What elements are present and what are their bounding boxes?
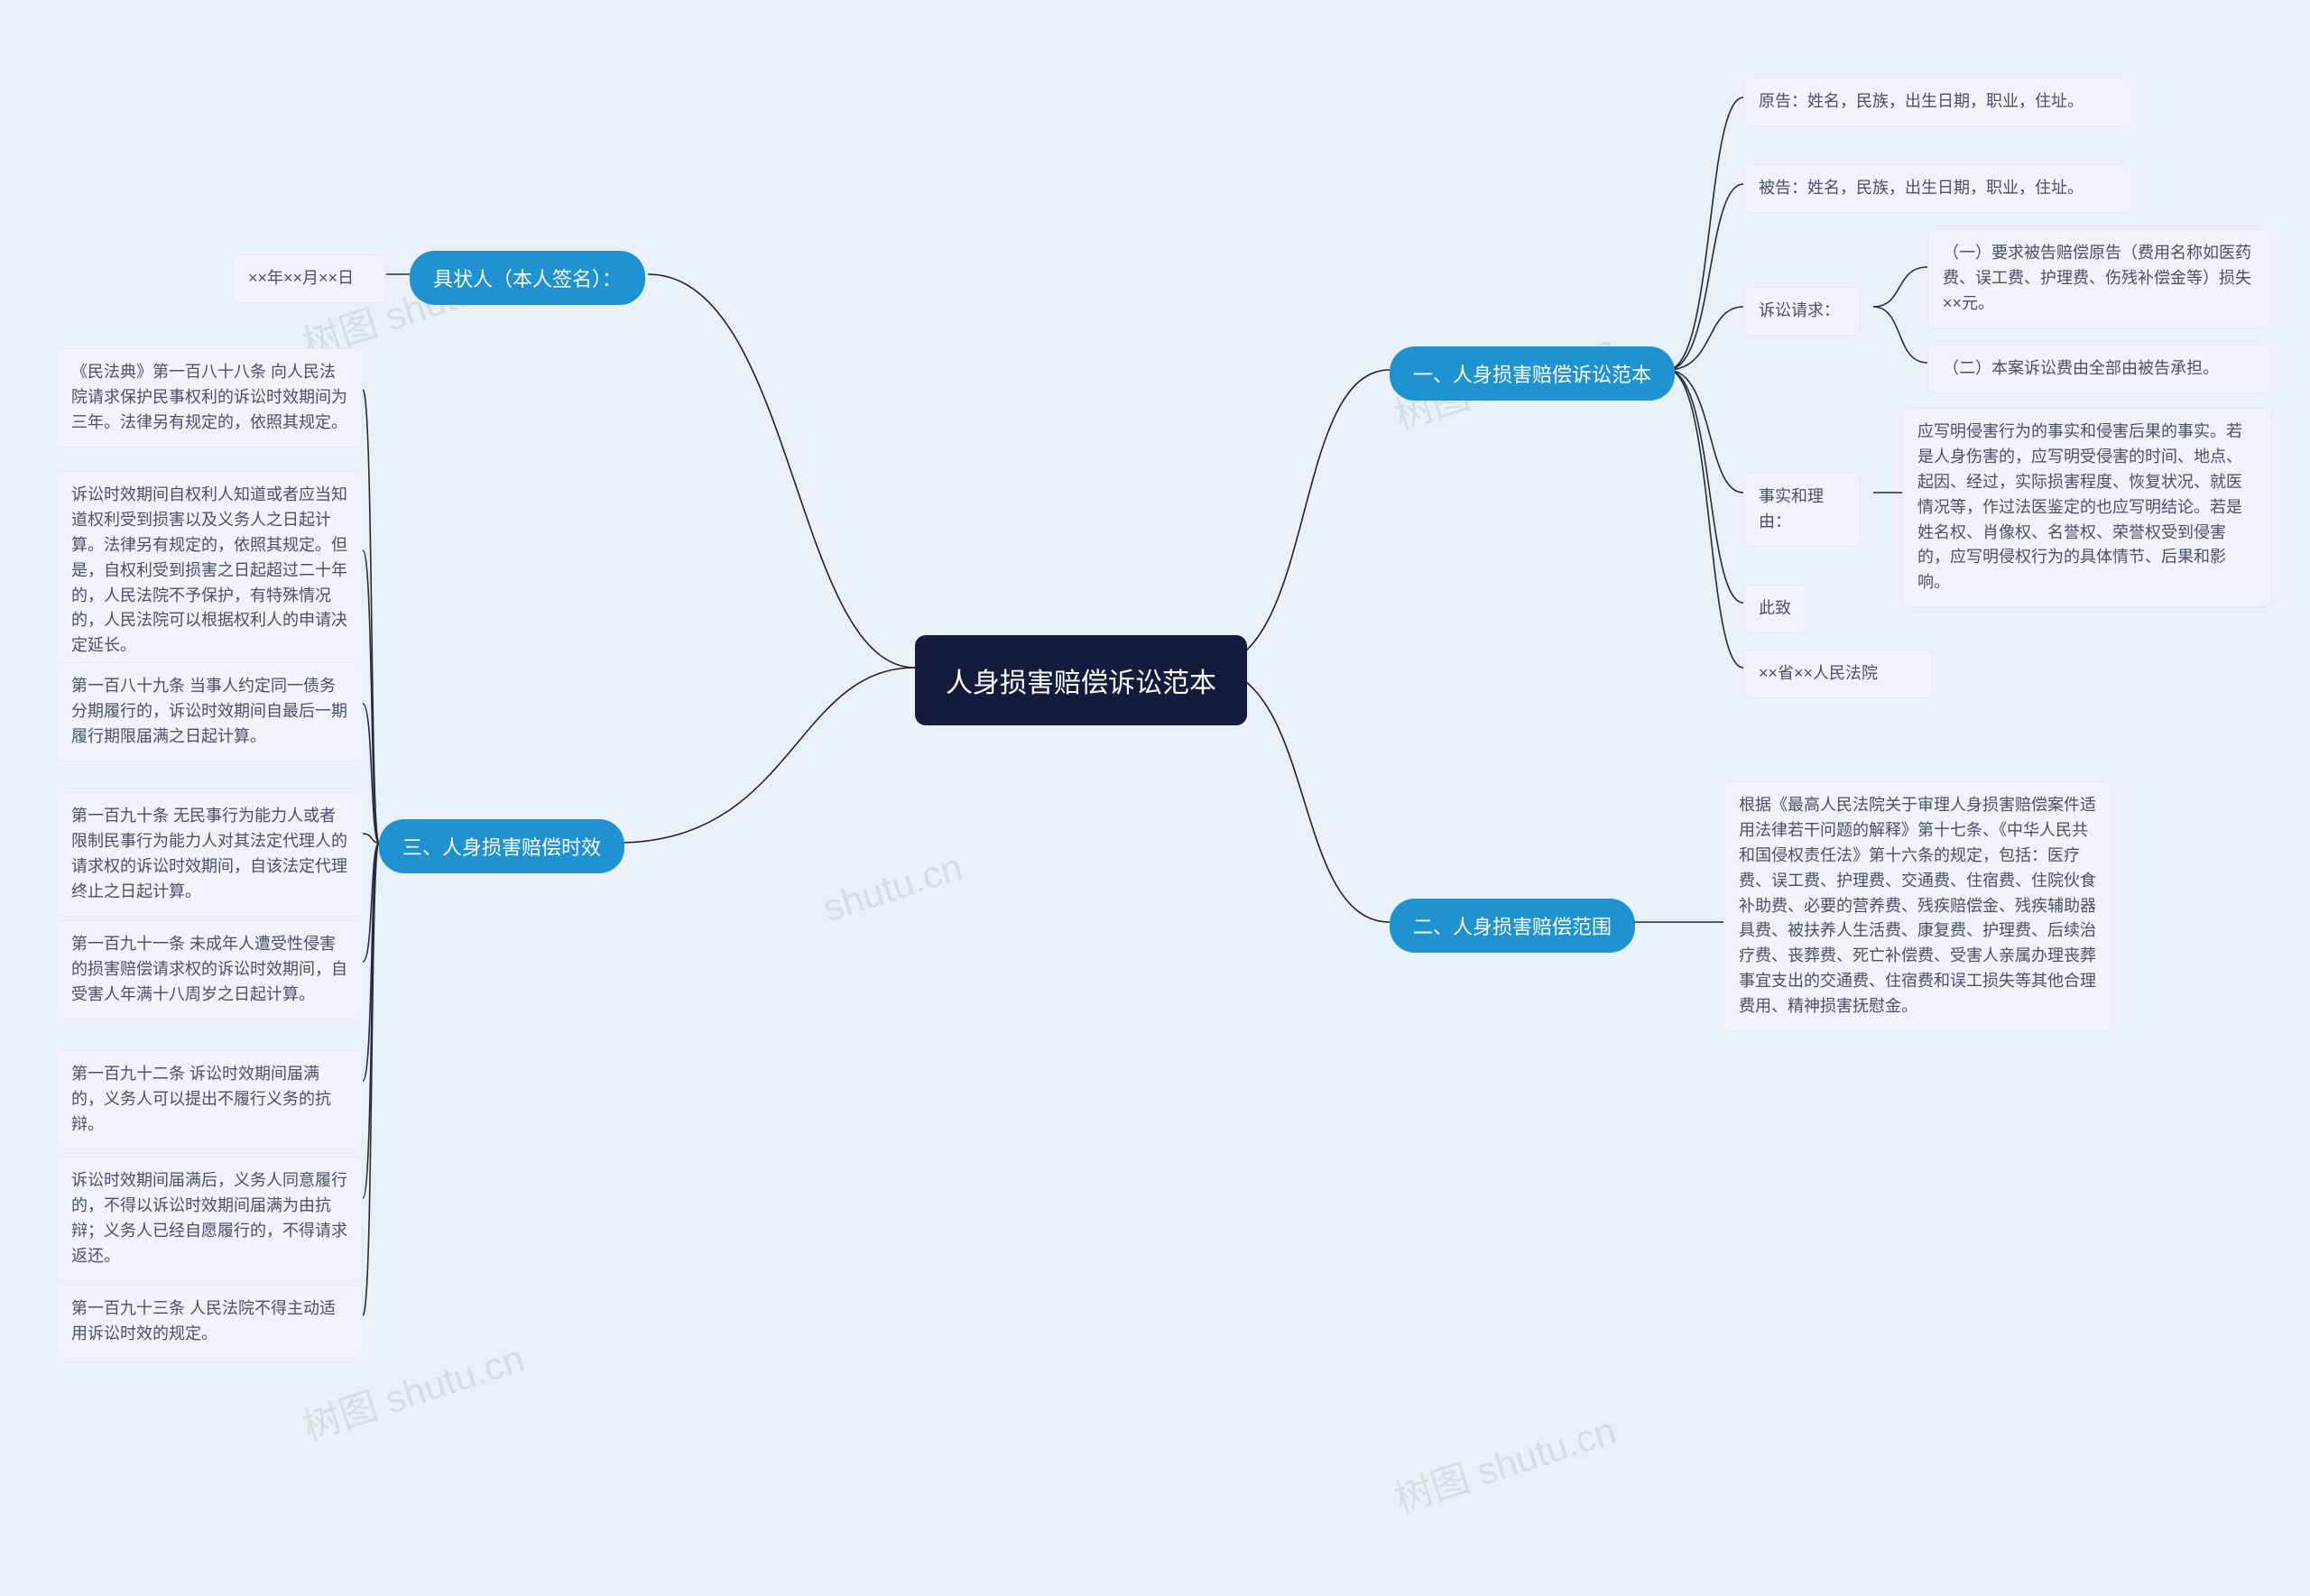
leaf-node[interactable]: 诉讼时效期间届满后，义务人同意履行的，不得以诉讼时效期间届满为由抗辩；义务人已经… [56,1157,363,1281]
leaf-node[interactable]: 第一百九十一条 未成年人遭受性侵害的损害赔偿请求权的诉讼时效期间，自受害人年满十… [56,920,363,1019]
leaf-node[interactable]: 《民法典》第一百八十八条 向人民法院请求保护民事权利的诉讼时效期间为三年。法律另… [56,348,363,447]
leaf-node[interactable]: ××省××人民法院 [1743,650,1933,698]
branch-node[interactable]: 三、人身损害赔偿时效 [379,819,624,873]
leaf-node[interactable]: ××年××月××日 [233,254,386,303]
branch-node[interactable]: 具状人（本人签名）： [410,251,645,305]
leaf-node[interactable]: 第一百八十九条 当事人约定同一债务分期履行的，诉讼时效期间自最后一期履行期限届满… [56,662,363,761]
root-node[interactable]: 人身损害赔偿诉讼范本 [915,635,1247,725]
leaf-node[interactable]: 诉讼请求： [1743,287,1861,336]
leaf-node[interactable]: 原告：姓名，民族，出生日期，职业，住址。 [1743,78,2131,126]
leaf-node[interactable]: 根据《最高人民法院关于审理人身损害赔偿案件适用法律若干问题的解释》第十七条、《中… [1723,781,2111,1031]
leaf-node[interactable]: 应写明侵害行为的事实和侵害后果的事实。若是人身伤害的，应写明受侵害的时间、地点、… [1902,408,2272,607]
watermark: shutu.cn [818,845,967,931]
branch-node[interactable]: 一、人身损害赔偿诉讼范本 [1390,346,1675,401]
leaf-node[interactable]: 第一百九十二条 诉讼时效期间届满的，义务人可以提出不履行义务的抗辩。 [56,1050,363,1149]
leaf-node[interactable]: 诉讼时效期间自权利人知道或者应当知道权利受到损害以及义务人之日起计算。法律另有规… [56,471,363,670]
leaf-node[interactable]: （二）本案诉讼费由全部由被告承担。 [1927,345,2270,393]
branch-node[interactable]: 二、人身损害赔偿范围 [1390,899,1635,953]
watermark: 树图 shutu.cn [1387,1400,1622,1524]
leaf-node[interactable]: （一）要求被告赔偿原告（费用名称如医药费、误工费、护理费、伤残补偿金等）损失××… [1927,229,2270,328]
leaf-node[interactable]: 事实和理由： [1743,473,1861,547]
leaf-node[interactable]: 第一百九十条 无民事行为能力人或者限制民事行为能力人对其法定代理人的请求权的诉讼… [56,792,363,917]
leaf-node[interactable]: 被告：姓名，民族，出生日期，职业，住址。 [1743,164,2131,213]
leaf-node[interactable]: 此致 [1743,585,1806,633]
leaf-node[interactable]: 第一百九十三条 人民法院不得主动适用诉讼时效的规定。 [56,1285,363,1359]
